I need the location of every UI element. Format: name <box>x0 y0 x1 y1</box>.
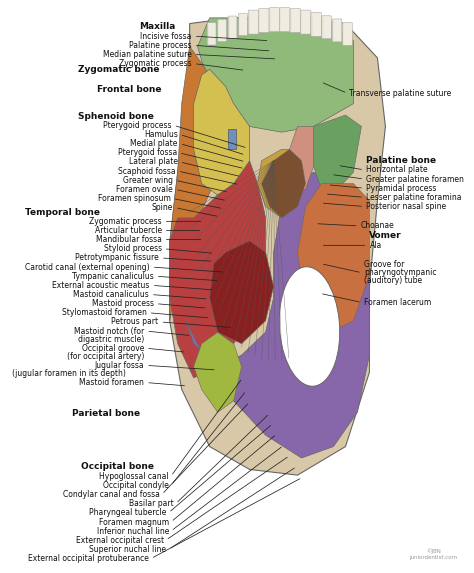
Text: Vomer: Vomer <box>369 230 402 240</box>
Text: Temporal bone: Temporal bone <box>25 207 100 217</box>
Text: Greater palatine foramen: Greater palatine foramen <box>366 175 464 183</box>
Text: Lateral plate: Lateral plate <box>128 158 178 166</box>
Text: Occipital bone: Occipital bone <box>81 462 154 471</box>
FancyBboxPatch shape <box>228 16 237 38</box>
Text: Mastoid notch (for: Mastoid notch (for <box>74 327 144 336</box>
Text: Superior nuchal line: Superior nuchal line <box>90 545 166 554</box>
Text: Transverse palatine suture: Transverse palatine suture <box>349 89 452 98</box>
FancyBboxPatch shape <box>290 9 301 33</box>
Text: Palatine process: Palatine process <box>129 41 191 50</box>
Text: Styloid process: Styloid process <box>104 244 162 253</box>
Text: Incisive fossa: Incisive fossa <box>140 32 191 41</box>
Text: External occipital crest: External occipital crest <box>75 536 164 545</box>
Text: (auditory) tube: (auditory) tube <box>364 276 422 285</box>
Text: Lesser palatine foramina: Lesser palatine foramina <box>366 193 462 202</box>
Text: Mandibular fossa: Mandibular fossa <box>96 235 162 244</box>
Polygon shape <box>313 115 362 189</box>
Polygon shape <box>194 69 250 195</box>
Text: Pyramidal process: Pyramidal process <box>366 184 437 193</box>
Text: Tympanic canaliculus: Tympanic canaliculus <box>72 272 154 281</box>
Text: Horizontal plate: Horizontal plate <box>366 166 428 174</box>
Text: (jugular foramen in its depth): (jugular foramen in its depth) <box>5 369 126 378</box>
Text: Condylar canal and fossa: Condylar canal and fossa <box>63 490 160 499</box>
Text: Mastoid foramen: Mastoid foramen <box>79 378 144 387</box>
FancyBboxPatch shape <box>322 16 331 38</box>
Text: Foramen lacerum: Foramen lacerum <box>364 298 431 307</box>
Text: Greater wing: Greater wing <box>123 176 173 185</box>
Text: Spine: Spine <box>152 203 173 212</box>
Polygon shape <box>282 127 313 189</box>
FancyBboxPatch shape <box>269 7 280 32</box>
Text: Frontal bone: Frontal bone <box>97 85 162 94</box>
FancyBboxPatch shape <box>218 19 227 42</box>
FancyBboxPatch shape <box>301 10 311 34</box>
FancyBboxPatch shape <box>207 23 216 45</box>
Polygon shape <box>170 161 265 378</box>
FancyBboxPatch shape <box>280 7 290 32</box>
Text: Mastoid canaliculus: Mastoid canaliculus <box>73 290 149 299</box>
Text: Pterygoid process: Pterygoid process <box>103 121 172 130</box>
Text: Parietal bone: Parietal bone <box>72 410 140 418</box>
Polygon shape <box>186 172 369 458</box>
Text: Medial plate: Medial plate <box>130 139 178 148</box>
FancyBboxPatch shape <box>311 13 321 36</box>
Polygon shape <box>210 241 273 344</box>
Text: Zygomatic process: Zygomatic process <box>119 59 191 68</box>
FancyBboxPatch shape <box>238 13 247 36</box>
Text: Posterior nasal spine: Posterior nasal spine <box>366 202 447 211</box>
Text: External acoustic meatus: External acoustic meatus <box>52 281 150 290</box>
Text: Pharyngeal tubercle: Pharyngeal tubercle <box>89 508 166 517</box>
Text: Hamulus: Hamulus <box>144 130 178 139</box>
Text: Occipital condyle: Occipital condyle <box>103 481 169 490</box>
Text: Zygomatic bone: Zygomatic bone <box>78 65 160 74</box>
FancyBboxPatch shape <box>259 9 269 33</box>
Text: Foramen magnum: Foramen magnum <box>99 517 169 527</box>
Text: Foramen ovale: Foramen ovale <box>116 185 173 194</box>
Text: Occipital groove: Occipital groove <box>82 344 144 353</box>
Text: Hypoglossal canal: Hypoglossal canal <box>99 472 169 481</box>
Polygon shape <box>228 129 236 150</box>
Text: Mastoid process: Mastoid process <box>91 299 154 308</box>
Polygon shape <box>262 150 306 218</box>
Text: Foramen spinosum: Foramen spinosum <box>98 194 171 203</box>
Text: Petrous part: Petrous part <box>111 317 158 327</box>
Text: (for occipital artery): (for occipital artery) <box>60 352 144 361</box>
Text: digastric muscle): digastric muscle) <box>71 335 144 344</box>
FancyBboxPatch shape <box>332 19 342 42</box>
Text: Articular tubercle: Articular tubercle <box>95 226 162 235</box>
Polygon shape <box>170 18 385 475</box>
Text: Basilar part: Basilar part <box>129 499 173 508</box>
Text: Median palatine suture: Median palatine suture <box>103 50 191 59</box>
Text: ©JBN
juniordentist.com: ©JBN juniordentist.com <box>409 548 457 560</box>
Polygon shape <box>298 183 369 332</box>
Text: pharyngotympanic: pharyngotympanic <box>364 268 437 277</box>
Text: Choanae: Choanae <box>361 221 394 230</box>
Text: Carotid canal (external opening): Carotid canal (external opening) <box>25 262 150 272</box>
Text: Palatine bone: Palatine bone <box>366 156 437 165</box>
Text: Petrotympanic fissure: Petrotympanic fissure <box>75 253 159 262</box>
Text: Zygomatic process: Zygomatic process <box>89 217 162 226</box>
Polygon shape <box>198 18 354 132</box>
Text: Sphenoid bone: Sphenoid bone <box>78 112 154 121</box>
FancyBboxPatch shape <box>248 10 259 34</box>
Text: Maxilla: Maxilla <box>139 22 176 31</box>
FancyBboxPatch shape <box>343 22 352 45</box>
Polygon shape <box>257 150 306 218</box>
Text: Scaphoid fossa: Scaphoid fossa <box>118 167 176 175</box>
Text: Inferior nuchal line: Inferior nuchal line <box>97 527 169 536</box>
Text: Jugular fossa: Jugular fossa <box>94 361 144 370</box>
Text: External occipital protuberance: External occipital protuberance <box>28 554 149 563</box>
Polygon shape <box>194 332 242 412</box>
Text: Pterygoid fossa: Pterygoid fossa <box>118 148 177 157</box>
Ellipse shape <box>279 267 340 386</box>
Text: Groove for: Groove for <box>364 260 404 269</box>
Text: Stylomastoid foramen: Stylomastoid foramen <box>62 308 146 317</box>
Polygon shape <box>170 46 226 321</box>
Text: Ala: Ala <box>369 241 382 250</box>
